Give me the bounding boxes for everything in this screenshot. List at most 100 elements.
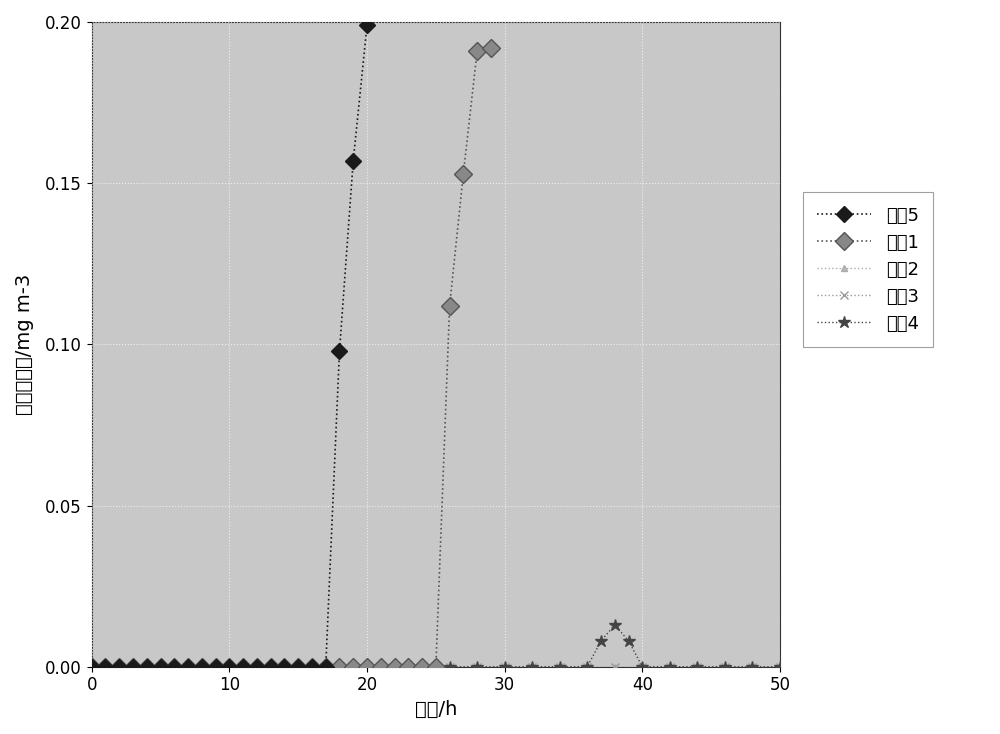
样哅2 — [774, 662, 786, 671]
样哅5 — [292, 662, 304, 671]
样哅3 — [113, 662, 125, 671]
样哅4 — [306, 662, 318, 671]
样哅4 — [691, 662, 703, 671]
样哅1 — [99, 662, 111, 671]
样哅4 — [141, 662, 153, 671]
样哅2 — [141, 662, 153, 671]
样哅2 — [168, 662, 180, 671]
样哅2 — [609, 662, 621, 671]
样哅1 — [471, 46, 483, 55]
样哅2 — [554, 662, 566, 671]
Line: 样哅2: 样哅2 — [88, 664, 783, 670]
样哅5 — [278, 662, 290, 671]
样哅1 — [485, 43, 497, 52]
样哅3 — [471, 662, 483, 671]
样哅1 — [457, 169, 469, 178]
样哅5 — [361, 21, 373, 29]
样哅1 — [251, 662, 263, 671]
样哅4 — [471, 662, 483, 671]
样哅5 — [182, 662, 194, 671]
样哅4 — [278, 662, 290, 671]
样哅4 — [113, 662, 125, 671]
Legend: 样哅5, 样哅1, 样哅2, 样哅3, 样哅4: 样哅5, 样哅1, 样哅2, 样哅3, 样哅4 — [803, 192, 933, 347]
样哅1 — [265, 662, 277, 671]
样哅3 — [691, 662, 703, 671]
样哅3 — [774, 662, 786, 671]
样哅3 — [306, 662, 318, 671]
样哅2 — [361, 662, 373, 671]
样哅3 — [636, 662, 648, 671]
样哅3 — [664, 662, 676, 671]
样哅4 — [499, 662, 511, 671]
样哅1 — [389, 662, 401, 671]
样哅5 — [265, 662, 277, 671]
样哅1 — [430, 662, 442, 671]
样哅4 — [444, 662, 456, 671]
样哅5 — [237, 662, 249, 671]
样哅4 — [526, 662, 538, 671]
样哅1 — [155, 662, 167, 671]
样哅4 — [389, 662, 401, 671]
样哅3 — [719, 662, 731, 671]
样哅3 — [141, 662, 153, 671]
样哅1 — [113, 662, 125, 671]
样哅4 — [636, 662, 648, 671]
样哅3 — [416, 662, 428, 671]
样哅1 — [182, 662, 194, 671]
样哅3 — [526, 662, 538, 671]
样哅2 — [223, 662, 235, 671]
样哅3 — [444, 662, 456, 671]
样哅1 — [444, 301, 456, 310]
样哅1 — [292, 662, 304, 671]
样哅2 — [333, 662, 345, 671]
样哅3 — [361, 662, 373, 671]
样哅4 — [168, 662, 180, 671]
样哅3 — [581, 662, 593, 671]
样哅1 — [127, 662, 139, 671]
样哅2 — [526, 662, 538, 671]
样哅4 — [746, 662, 758, 671]
样哅1 — [306, 662, 318, 671]
样哅3 — [223, 662, 235, 671]
样哅5 — [127, 662, 139, 671]
样哅1 — [320, 662, 332, 671]
样哅3 — [333, 662, 345, 671]
样哅5 — [210, 662, 222, 671]
样哅4 — [416, 662, 428, 671]
样哅5 — [86, 662, 98, 671]
样哅3 — [196, 662, 208, 671]
样哅4 — [554, 662, 566, 671]
样哅2 — [636, 662, 648, 671]
样哅4 — [595, 636, 607, 645]
样哅5 — [99, 662, 111, 671]
样哅4 — [623, 636, 635, 645]
样哅5 — [333, 346, 345, 355]
Line: 样哅5: 样哅5 — [86, 20, 373, 672]
样哅1 — [86, 662, 98, 671]
样哅1 — [402, 662, 414, 671]
样哅5 — [320, 662, 332, 671]
样哅2 — [113, 662, 125, 671]
样哅3 — [168, 662, 180, 671]
X-axis label: 时间/h: 时间/h — [415, 700, 457, 719]
样哅1 — [223, 662, 235, 671]
样哅3 — [609, 662, 621, 671]
样哅5 — [251, 662, 263, 671]
样哅1 — [168, 662, 180, 671]
样哅4 — [581, 662, 593, 671]
样哅4 — [664, 662, 676, 671]
样哅3 — [499, 662, 511, 671]
Line: 样哅3: 样哅3 — [88, 663, 784, 671]
样哅1 — [361, 662, 373, 671]
样哅4 — [719, 662, 731, 671]
样哅4 — [333, 662, 345, 671]
样哅1 — [416, 662, 428, 671]
样哅2 — [499, 662, 511, 671]
样哅2 — [664, 662, 676, 671]
样哅5 — [196, 662, 208, 671]
样哅2 — [471, 662, 483, 671]
样哅2 — [251, 662, 263, 671]
样哅3 — [278, 662, 290, 671]
样哅3 — [251, 662, 263, 671]
样哅2 — [719, 662, 731, 671]
